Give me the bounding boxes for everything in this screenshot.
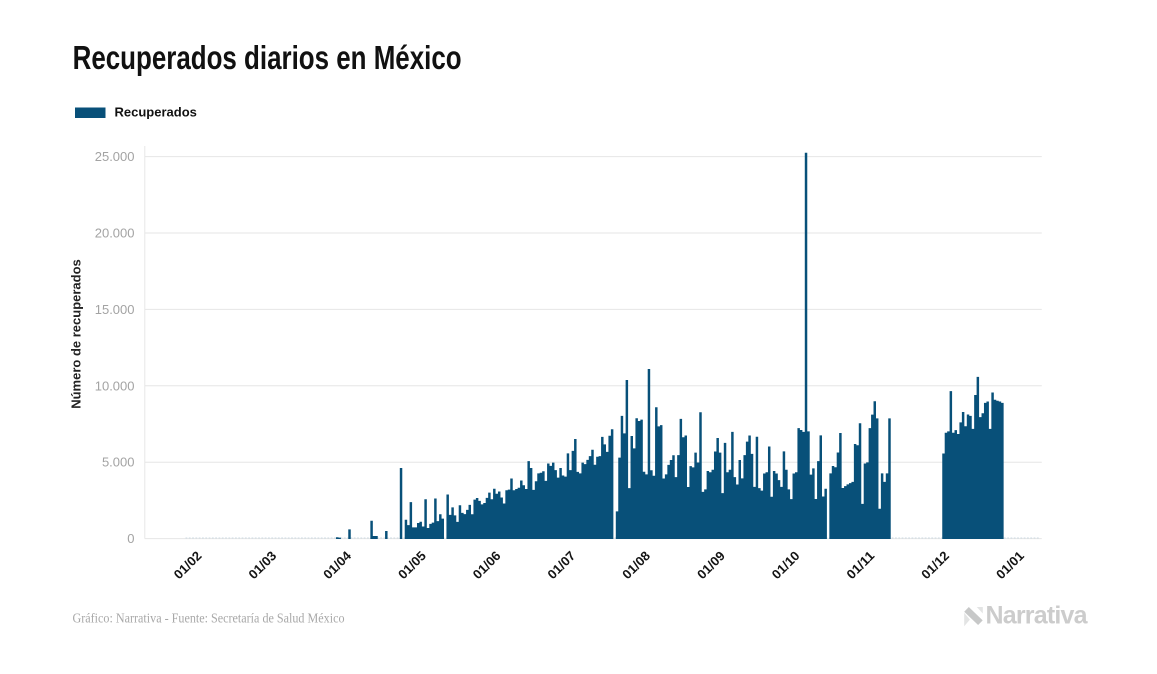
svg-text:Número de recuperados: Número de recuperados [69,259,84,409]
svg-text:25.000: 25.000 [95,149,135,164]
svg-text:5.000: 5.000 [102,455,135,470]
svg-text:Gráfico: Narrativa - Fuente: S: Gráfico: Narrativa - Fuente: Secretaría … [73,611,345,626]
svg-text:Narrativa: Narrativa [986,602,1089,630]
svg-text:0: 0 [127,531,134,546]
svg-text:Recuperados diarios en México: Recuperados diarios en México [73,39,462,76]
svg-text:20.000: 20.000 [95,226,135,241]
svg-text:10.000: 10.000 [95,378,135,393]
svg-text:Recuperados: Recuperados [115,105,197,120]
svg-text:15.000: 15.000 [95,302,135,317]
